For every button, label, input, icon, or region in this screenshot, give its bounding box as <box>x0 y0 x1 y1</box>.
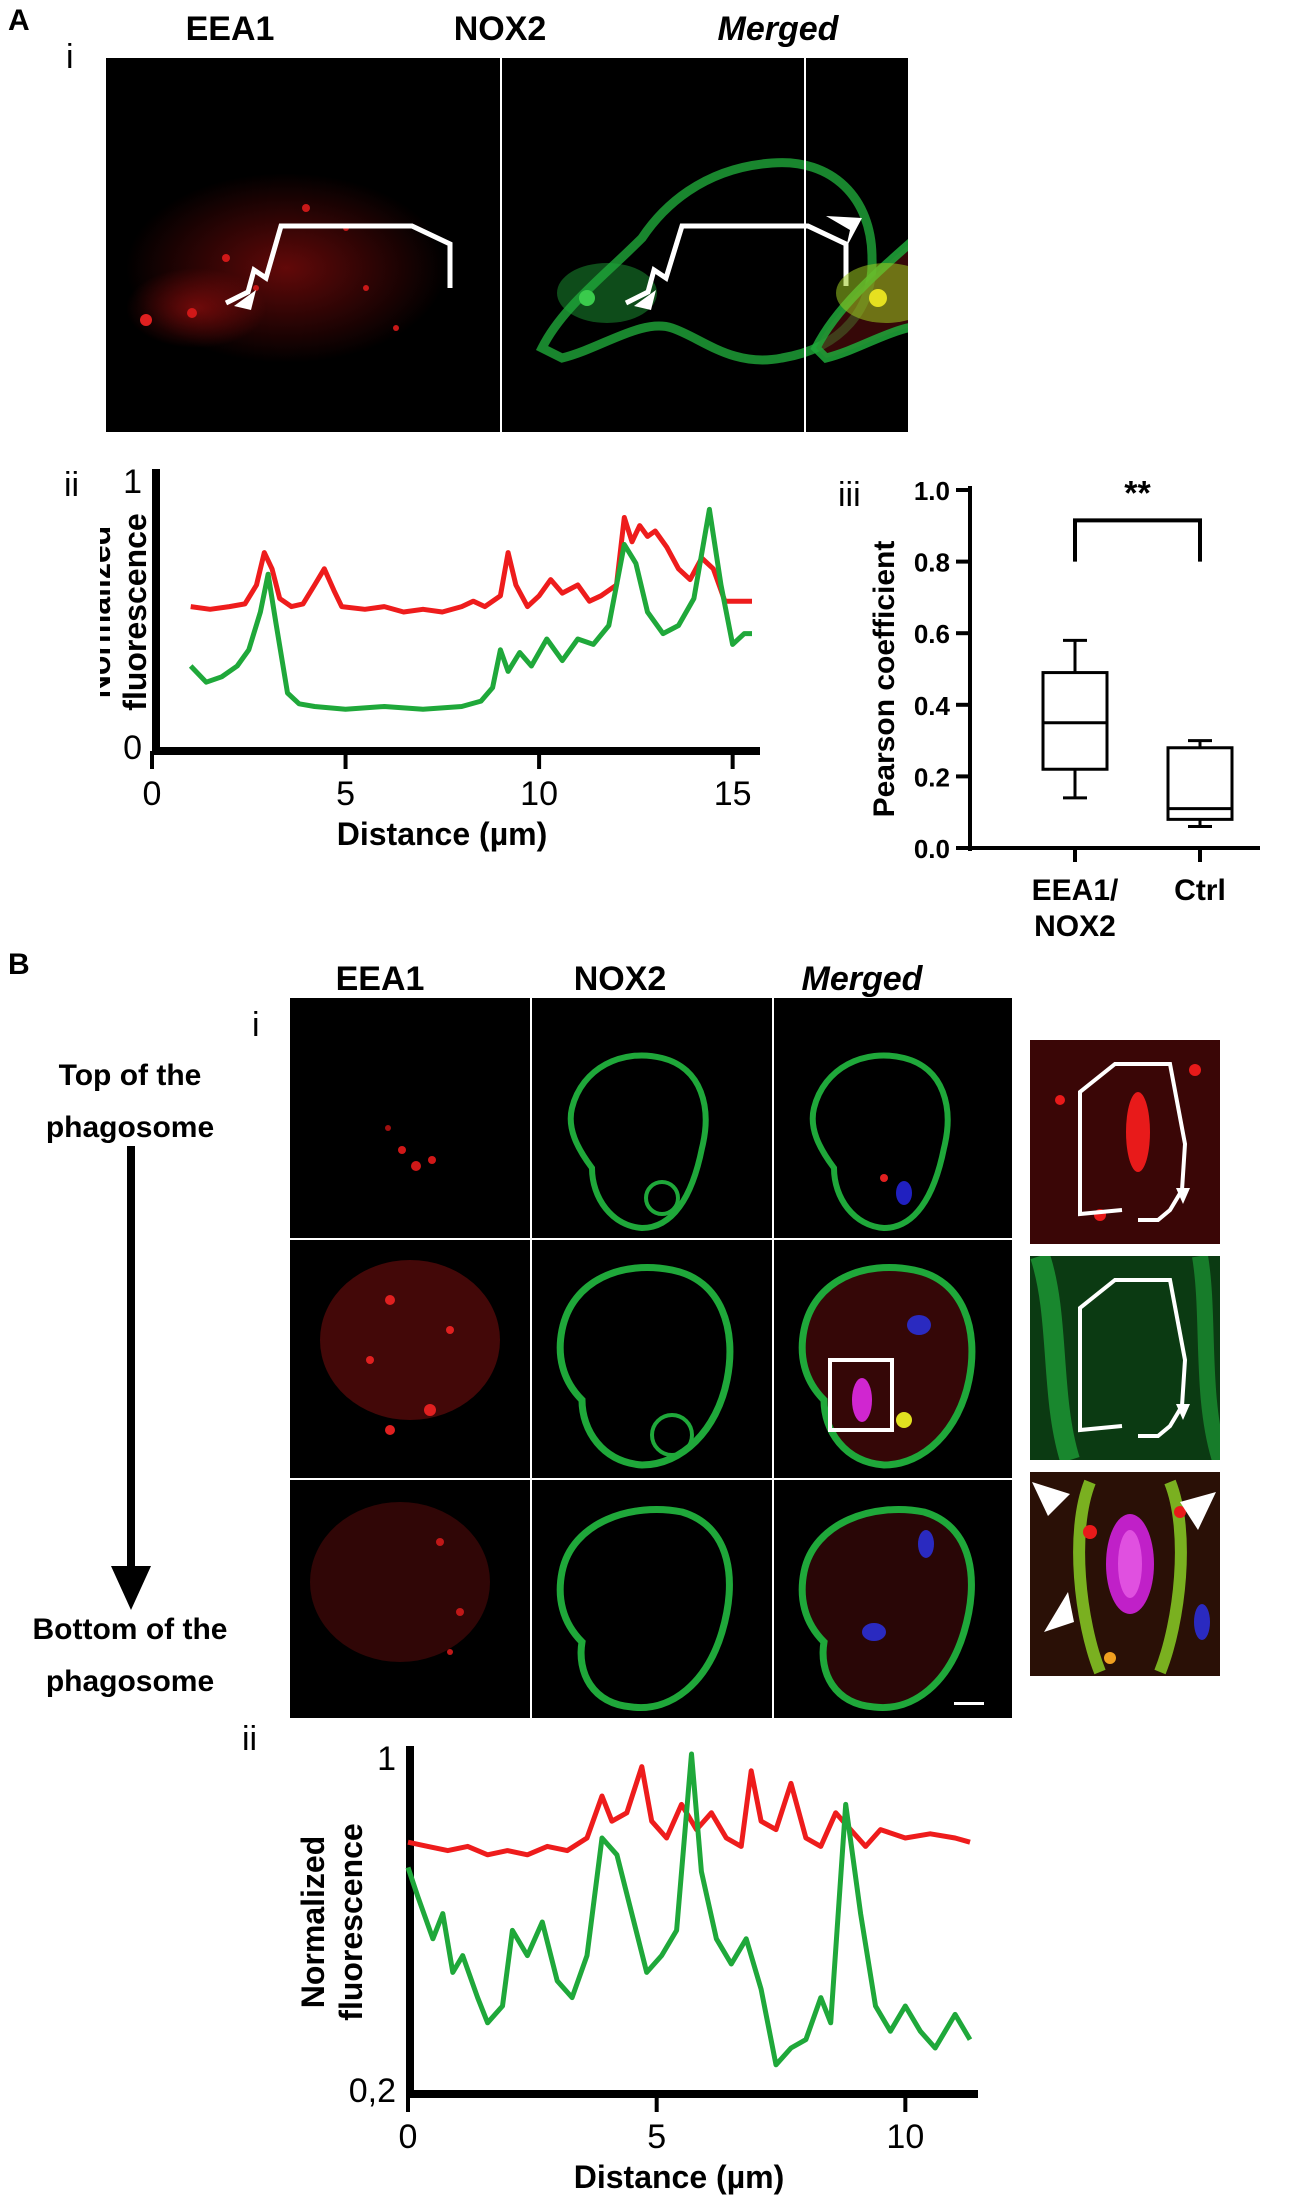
bottom-label-line1: Bottom of the <box>32 1613 228 1646</box>
a-iii-ylabel: Pearson coefficient <box>870 541 901 818</box>
a-iii-significance-bracket <box>1073 518 1202 562</box>
a-iii-xtick-label: Ctrl <box>1174 874 1226 907</box>
top-of-phagosome-label: Top of the phagosome <box>10 1050 250 1154</box>
a-ii-xtick-label: 10 <box>520 775 558 813</box>
bottom-label-line2: phagosome <box>45 1665 215 1698</box>
b-zoom-eea1 <box>1030 1040 1220 1244</box>
b-ii-series-nox2 <box>405 1751 973 2068</box>
b-ii-xtick-label: 5 <box>647 2118 666 2156</box>
top-label-line1: Top of the <box>58 1059 202 1092</box>
b-row2-merged <box>798 1264 976 1469</box>
a-ii-xtick-label: 15 <box>714 775 752 813</box>
b-row1-merged <box>809 1052 951 1232</box>
b-ii-ylabel-line2: fluorescence <box>333 1823 369 2020</box>
panel-a-letter: A <box>8 4 30 37</box>
b-row3-eea1 <box>310 1502 490 1662</box>
b-row2-eea1 <box>320 1260 500 1435</box>
b-zoom-box <box>828 1358 894 1432</box>
b-row2-nox2 <box>556 1264 734 1469</box>
a-iii-ytick-label: 0.6 <box>914 619 950 649</box>
b-grid-svg <box>290 998 1012 1718</box>
a-iii-ytick-label: 0.0 <box>914 834 950 864</box>
b-row1-nox2 <box>567 1052 709 1232</box>
b-zoom-nox2 <box>1030 1256 1220 1460</box>
a-ii-ylabel-line1: Normalized <box>100 526 117 698</box>
b-micrograph-grid <box>290 998 1012 1718</box>
a-ii-ytick-label: 1 <box>123 463 142 501</box>
a-micrograph-svg <box>126 58 877 432</box>
a-iii-chart: 0.0 0.2 0.4 0.6 0.8 1.0 Pearson coefficient EEA… <box>870 474 1260 943</box>
a-iii-xtick-label: NOX2 <box>1034 910 1116 943</box>
depth-arrow-head <box>111 1566 151 1610</box>
a-nox2-line-arrow <box>634 290 656 310</box>
b-col-label-eea1: EEA1 <box>335 960 425 998</box>
a-iii-ytick-label: 0.2 <box>914 762 950 792</box>
b-col-label-merged: Merged <box>801 960 923 998</box>
a-iii-box <box>1041 671 1109 771</box>
b-row3-merged <box>798 1506 984 1712</box>
bottom-of-phagosome-label: Bottom of the phagosome <box>0 1604 260 1708</box>
panel-b-ii-label: ii <box>242 1720 258 1758</box>
a-iii-ytick-label: 1.0 <box>914 476 950 506</box>
a-ii-ylabel-line2: fluorescence <box>117 513 153 710</box>
a-micrograph-row <box>106 58 908 432</box>
b-zoom-merged-svg <box>1030 1472 1220 1676</box>
b-ii-ytick-label: 0,2 <box>349 2072 396 2110</box>
a-ii-xtick-label: 5 <box>336 775 355 813</box>
a-eea1-image <box>126 173 453 363</box>
a-merged-image <box>810 216 908 363</box>
depth-arrow-shaft <box>127 1146 135 1570</box>
a-iii-xtick-label: EEA1/ <box>1032 874 1119 907</box>
b-scale-bar <box>954 1702 984 1705</box>
a-iii-ytick-label: 0.4 <box>914 691 951 721</box>
b-col-label-nox2: NOX2 <box>573 960 667 998</box>
top-label-line2: phagosome <box>45 1111 215 1144</box>
b-zoom-nox2-svg <box>1030 1256 1220 1460</box>
a-col-label-nox2: NOX2 <box>453 10 547 48</box>
a-ii-series-eea1 <box>190 515 752 615</box>
b-ii-xlabel: Distance (µm) <box>574 2159 784 2195</box>
a-ii-series-nox2 <box>188 506 752 712</box>
panel-b-i-label: i <box>252 1006 260 1044</box>
a-eea1-line-arrow <box>234 290 256 310</box>
a-iii-ytick-label: 0.8 <box>914 548 950 578</box>
b-ii-ylabel-line1: Normalized <box>295 1836 331 2008</box>
b-row3-nox2 <box>556 1506 733 1712</box>
b-ii-xtick-label: 10 <box>886 2118 924 2156</box>
b-ii-xtick-label: 0 <box>399 2118 418 2156</box>
a-nox2-image <box>535 158 877 365</box>
b-zoom-eea1-svg <box>1030 1040 1220 1244</box>
a-ii-xtick-label: 0 <box>143 775 162 813</box>
a-col-label-eea1: EEA1 <box>185 10 275 48</box>
a-merged-arrowhead-left <box>826 216 862 248</box>
panel-a-i-label: i <box>66 38 74 76</box>
panel-a-ii-label: ii <box>64 466 80 504</box>
a-ii-xlabel: Distance (µm) <box>337 816 547 852</box>
panel-b-letter: B <box>8 948 30 981</box>
b-ii-ytick-label: 1 <box>377 1740 396 1778</box>
a-iii-significance-label: ** <box>1124 474 1151 512</box>
b-row1-eea1 <box>385 1125 436 1171</box>
a-ii-ytick-label: 0 <box>123 729 142 767</box>
panel-a-iii-label: iii <box>838 476 861 514</box>
a-col-label-merged: Merged <box>717 10 839 48</box>
b-zoom-merged <box>1030 1472 1220 1676</box>
